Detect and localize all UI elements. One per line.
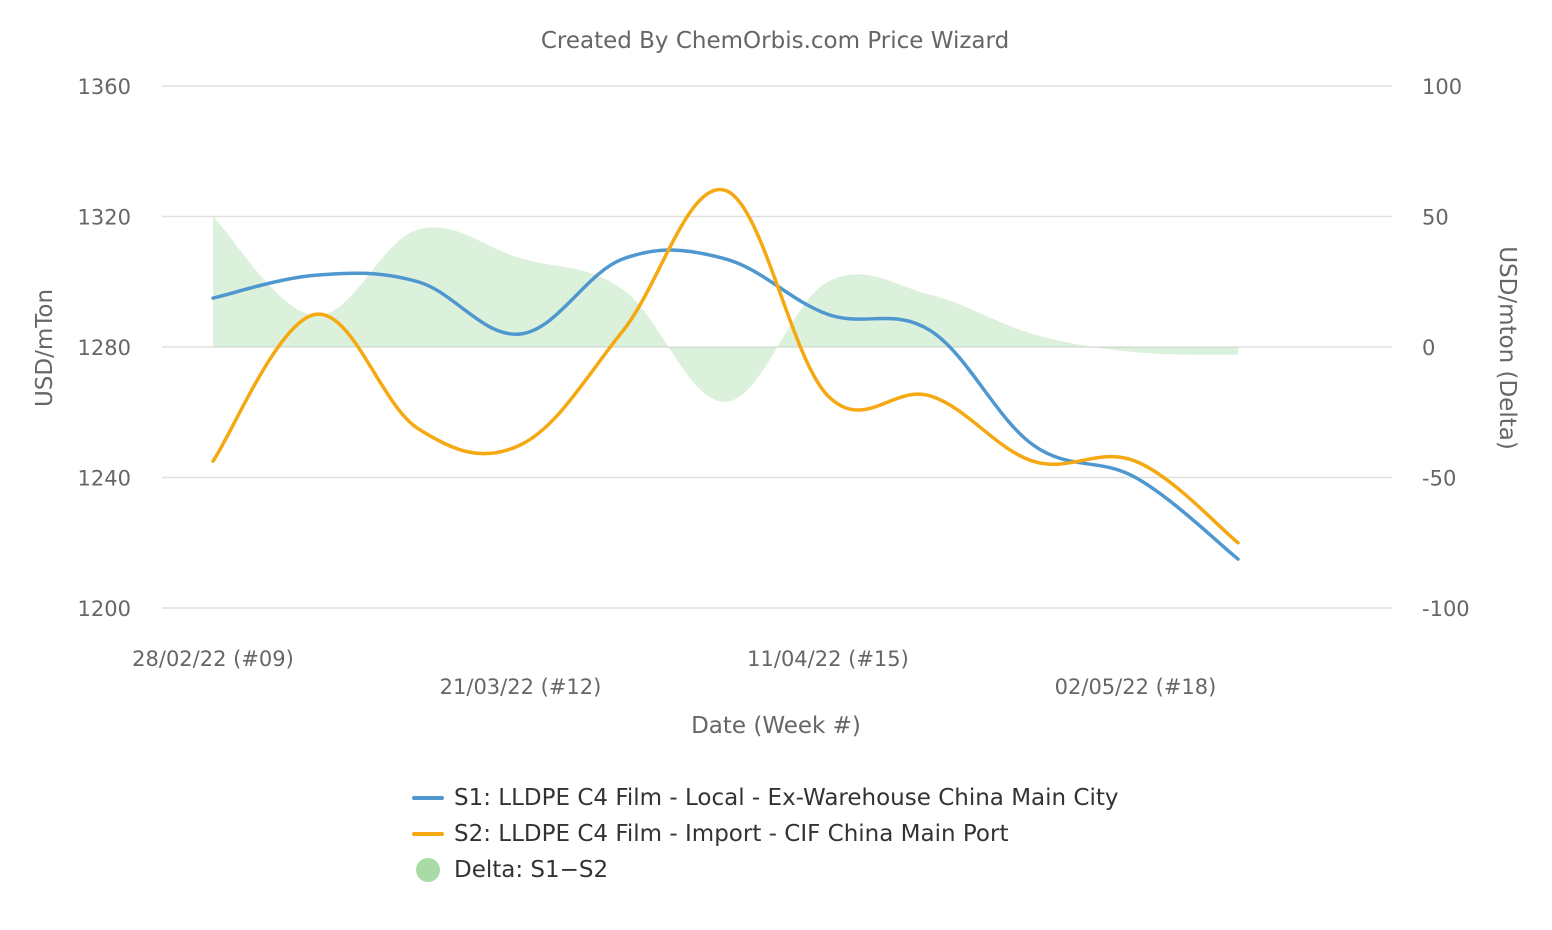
legend-item-s2[interactable]: S2: LLDPE C4 Film - Import - CIF China M… (412, 816, 1119, 852)
chart-title: Created By ChemOrbis.com Price Wizard (541, 28, 1009, 54)
x-tick-label-1: 21/03/22 (#12) (440, 675, 602, 699)
legend: S1: LLDPE C4 Film - Local - Ex-Warehouse… (412, 780, 1119, 888)
delta-area (213, 216, 1238, 402)
y2-tick-label-4: -100 (1422, 597, 1470, 621)
y2-tick-label-0: 100 (1422, 75, 1462, 99)
legend-swatch-s2 (412, 832, 444, 836)
x-tick-label-0: 28/02/22 (#09) (132, 647, 294, 671)
series-line-s2 (211, 187, 1240, 545)
y-tick-label-2: 1280 (78, 336, 131, 360)
y-axis-label: USD/mTon (32, 289, 58, 407)
delta-area-layer (213, 216, 1238, 402)
x-axis-ticks: 28/02/22 (#09) 21/03/22 (#12) 11/04/22 (#1… (132, 647, 1216, 699)
y-tick-label-4: 1200 (78, 597, 131, 621)
x-tick-label-3: 02/05/22 (#18) (1055, 675, 1217, 699)
y2-tick-label-2: 0 (1422, 336, 1435, 360)
legend-item-s1[interactable]: S1: LLDPE C4 Film - Local - Ex-Warehouse… (412, 780, 1119, 816)
legend-swatch-delta (416, 858, 440, 882)
legend-item-delta[interactable]: Delta: S1−S2 (412, 852, 1119, 888)
x-axis-label: Date (Week #) (691, 713, 861, 739)
y-axis-left-ticks: 1360 1320 1280 1240 1200 (78, 75, 131, 621)
legend-label-delta: Delta: S1−S2 (454, 857, 609, 883)
x-tick-label-2: 11/04/22 (#15) (747, 647, 909, 671)
y-axis-right-ticks: 100 50 0 -50 -100 (1422, 75, 1470, 621)
y2-tick-label-3: -50 (1422, 467, 1456, 491)
series-line-layer (211, 187, 1240, 561)
grid-lines (162, 85, 1392, 609)
y2-tick-label-1: 50 (1422, 206, 1449, 230)
y-tick-label-3: 1240 (78, 467, 131, 491)
y2-axis-label: USD/mton (Delta) (1494, 246, 1520, 450)
legend-label-s2: S2: LLDPE C4 Film - Import - CIF China M… (454, 821, 1009, 847)
y-tick-label-0: 1360 (78, 75, 131, 99)
legend-swatch-s1 (412, 796, 444, 800)
legend-label-s1: S1: LLDPE C4 Film - Local - Ex-Warehouse… (454, 785, 1119, 811)
y-tick-label-1: 1320 (78, 206, 131, 230)
series-line-s1 (211, 248, 1240, 561)
